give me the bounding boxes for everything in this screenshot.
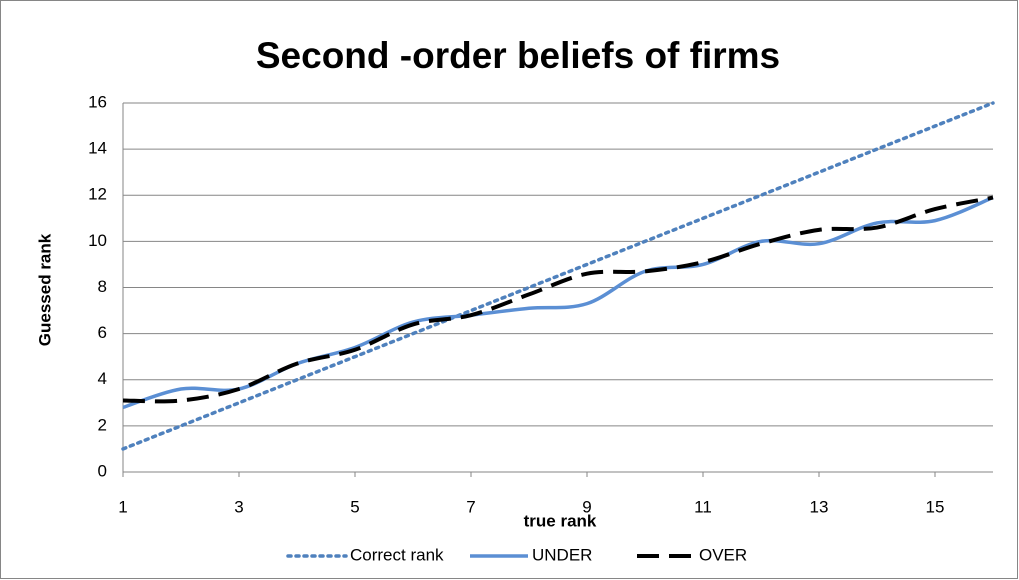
chart-title: Second -order beliefs of firms (256, 35, 780, 76)
y-tick-label: 16 (88, 92, 107, 111)
x-tick-label: 5 (350, 497, 359, 516)
y-axis-label: Guessed rank (35, 233, 54, 346)
x-tick-label: 7 (466, 497, 475, 516)
legend-label: OVER (699, 545, 747, 564)
y-tick-label: 0 (98, 461, 107, 480)
y-tick-label: 12 (88, 185, 107, 204)
y-tick-label: 8 (98, 277, 107, 296)
x-tick-label: 1 (118, 497, 127, 516)
y-tick-label: 2 (98, 415, 107, 434)
x-axis-label: true rank (524, 511, 597, 530)
x-tick-label: 13 (810, 497, 829, 516)
legend-label: Correct rank (350, 545, 444, 564)
series-line (121, 101, 995, 451)
x-tick-label: 9 (582, 497, 591, 516)
y-tick-label: 10 (88, 231, 107, 250)
x-tick-label: 11 (694, 497, 712, 516)
y-tick-label: 14 (88, 139, 107, 158)
y-tick-label: 4 (98, 369, 107, 388)
x-tick-label: 15 (926, 497, 945, 516)
y-tick-label: 6 (98, 323, 107, 342)
legend-label: UNDER (532, 545, 592, 564)
x-tick-label: 3 (234, 497, 243, 516)
series-line (122, 195, 994, 404)
